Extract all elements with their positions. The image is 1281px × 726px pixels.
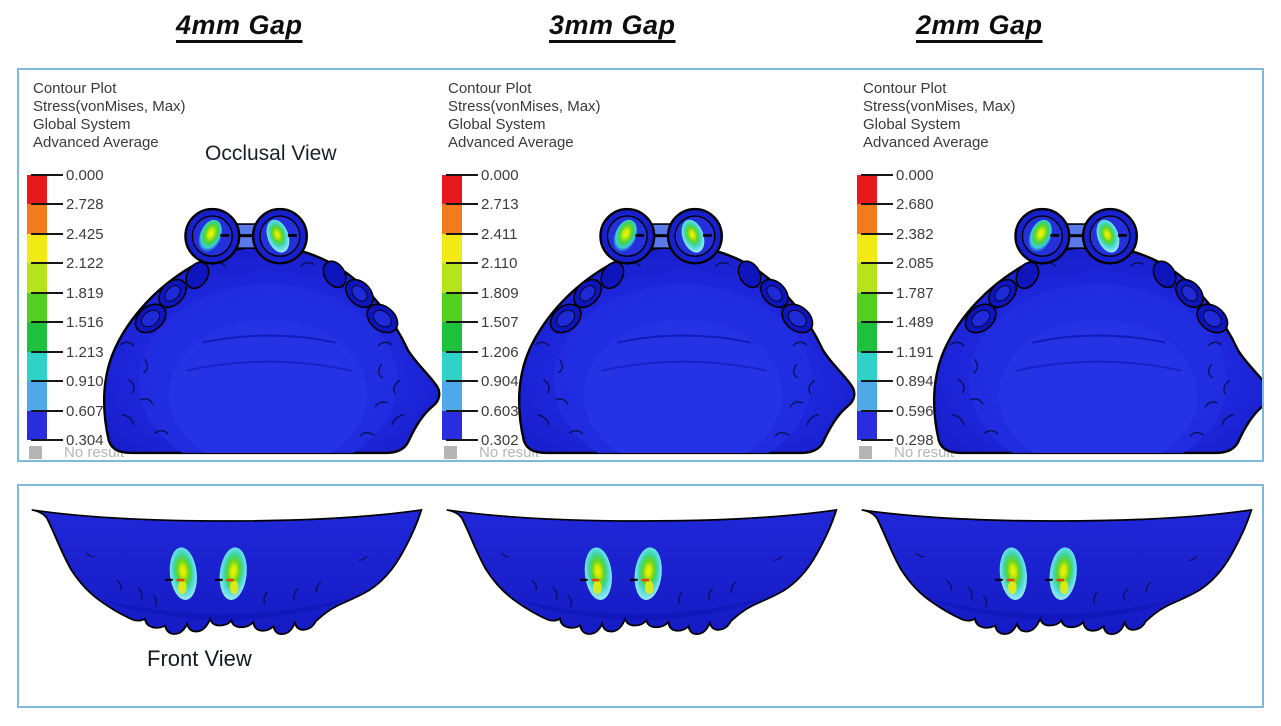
front-column-3mm	[434, 486, 849, 706]
occlusal-view-label: Occlusal View	[205, 142, 337, 165]
occlusal-column-2mm: Contour Plot Stress(vonMises, Max) Globa…	[849, 70, 1264, 460]
legend-line-contour-plot: Contour Plot	[863, 80, 947, 97]
no-result-label: No result	[894, 444, 955, 461]
front-column-2mm	[849, 486, 1262, 706]
legend-header: Contour Plot Stress(vonMises, Max) Globa…	[863, 80, 1016, 152]
scale-tick: 0.302	[442, 431, 519, 449]
legend-line-averaging: Advanced Average	[448, 134, 574, 151]
scale-tick: 0.298	[857, 431, 934, 449]
front-column-4mm: Front View	[19, 486, 434, 706]
occlusal-contour-model	[93, 194, 441, 460]
occlusal-view-panel: Contour Plot Stress(vonMises, Max) Globa…	[17, 68, 1264, 462]
scale-tick: 0.894	[857, 372, 934, 390]
no-result-label: No result	[64, 444, 125, 461]
scale-tick: 0.910	[27, 372, 104, 390]
scale-tick: 0.000	[442, 166, 519, 184]
legend-line-averaging: Advanced Average	[33, 134, 159, 151]
no-result-row: No result	[859, 444, 955, 461]
no-result-swatch-icon	[444, 446, 457, 459]
scale-tick: 0.000	[857, 166, 934, 184]
color-scale: 2.680 2.382 2.085 1.787 1.489 1.191 0.89…	[857, 166, 987, 449]
legend-line-contour-plot: Contour Plot	[448, 80, 532, 97]
legend-header: Contour Plot Stress(vonMises, Max) Globa…	[33, 80, 186, 152]
color-scale: 2.728 2.425 2.122 1.819 1.516 1.213 0.91…	[27, 166, 157, 449]
color-scale-bar	[27, 175, 47, 440]
scale-tick: 2.382	[857, 225, 934, 243]
scale-tick: 0.607	[27, 402, 104, 420]
scale-tick: 1.809	[442, 284, 519, 302]
legend-line-quantity: Stress(vonMises, Max)	[448, 98, 601, 115]
legend-header: Contour Plot Stress(vonMises, Max) Globa…	[448, 80, 601, 152]
legend-line-averaging: Advanced Average	[863, 134, 989, 151]
scale-tick: 2.425	[27, 225, 104, 243]
occlusal-column-4mm: Contour Plot Stress(vonMises, Max) Globa…	[19, 70, 434, 460]
scale-tick: 2.728	[27, 195, 104, 213]
scale-tick: 0.000	[27, 166, 104, 184]
color-scale-bar	[857, 175, 877, 440]
scale-tick: 1.819	[27, 284, 104, 302]
scale-tick: 0.603	[442, 402, 519, 420]
front-contour-model	[445, 508, 838, 636]
legend-line-quantity: Stress(vonMises, Max)	[863, 98, 1016, 115]
occlusal-contour-model	[923, 194, 1264, 460]
no-result-swatch-icon	[859, 446, 872, 459]
front-contour-model	[30, 508, 423, 636]
no-result-swatch-icon	[29, 446, 42, 459]
scale-tick: 1.191	[857, 343, 934, 361]
scale-tick: 2.713	[442, 195, 519, 213]
scale-tick: 2.411	[442, 225, 517, 243]
legend-line-system: Global System	[863, 116, 961, 133]
no-result-row: No result	[29, 444, 125, 461]
color-scale: 2.713 2.411 2.110 1.809 1.507 1.206 0.90…	[442, 166, 572, 449]
scale-tick: 1.516	[27, 313, 104, 331]
scale-tick: 0.596	[857, 402, 934, 420]
occlusal-column-3mm: Contour Plot Stress(vonMises, Max) Globa…	[434, 70, 849, 460]
scale-tick: 2.085	[857, 254, 934, 272]
scale-tick: 1.507	[442, 313, 519, 331]
column-title-2mm: 2mm Gap	[916, 10, 1043, 40]
scale-tick: 2.122	[27, 254, 104, 272]
scale-tick: 1.489	[857, 313, 934, 331]
legend-line-system: Global System	[448, 116, 546, 133]
column-title-3mm: 3mm Gap	[549, 10, 676, 40]
color-scale-bar	[442, 175, 462, 440]
scale-tick: 1.787	[857, 284, 934, 302]
front-view-label: Front View	[147, 646, 252, 671]
front-contour-model	[860, 508, 1253, 636]
scale-tick: 2.680	[857, 195, 934, 213]
scale-tick: 1.213	[27, 343, 104, 361]
scale-tick: 0.904	[442, 372, 519, 390]
legend-line-contour-plot: Contour Plot	[33, 80, 117, 97]
front-view-panel: Front View	[17, 484, 1264, 708]
legend-line-quantity: Stress(vonMises, Max)	[33, 98, 186, 115]
occlusal-contour-model	[508, 194, 856, 460]
scale-tick: 2.110	[442, 254, 517, 272]
scale-tick: 0.304	[27, 431, 104, 449]
scale-tick: 1.206	[442, 343, 519, 361]
no-result-row: No result	[444, 444, 540, 461]
column-title-4mm: 4mm Gap	[176, 10, 303, 40]
legend-line-system: Global System	[33, 116, 131, 133]
no-result-label: No result	[479, 444, 540, 461]
